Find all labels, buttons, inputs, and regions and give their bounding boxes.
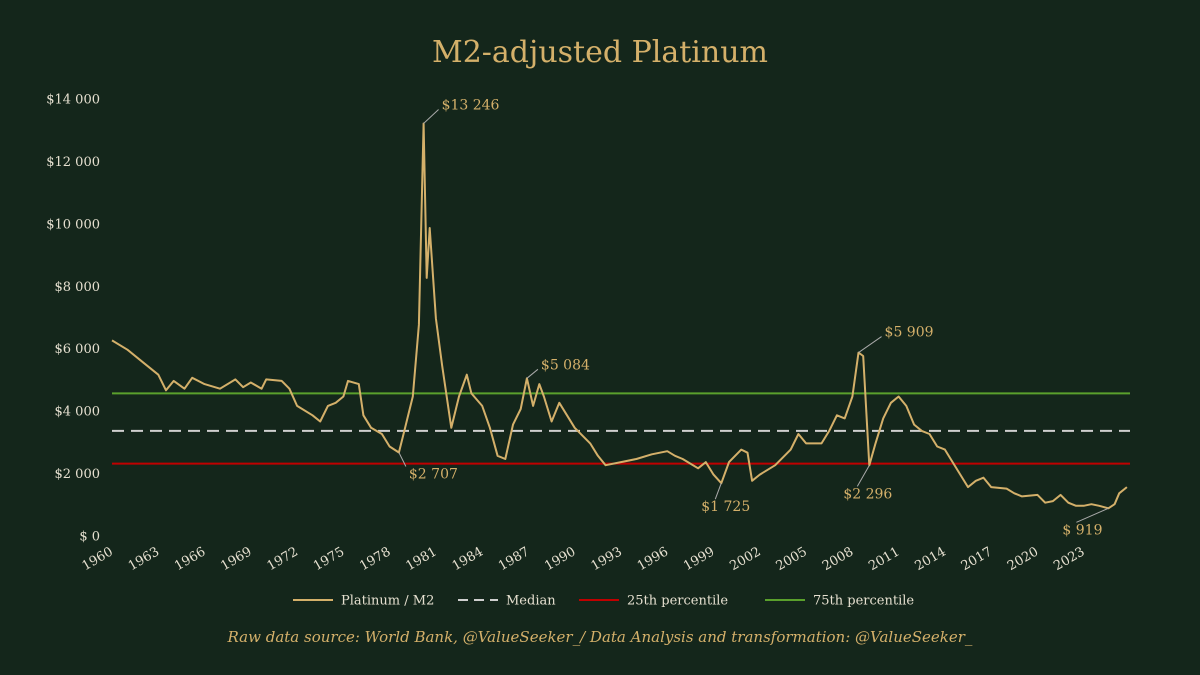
- annotation-label: $5 909: [885, 325, 934, 341]
- annotation-label: $2 296: [843, 486, 892, 502]
- y-tick-label: $10 000: [46, 217, 100, 232]
- annotation-leader: [856, 465, 870, 487]
- annotation-label: $2 707: [409, 467, 458, 483]
- y-tick-label: $14 000: [46, 93, 100, 108]
- annotation-label: $ 919: [1062, 522, 1102, 538]
- annotation-leader: [398, 452, 407, 467]
- annotation-leader: [526, 368, 539, 379]
- legend-label: 75th percentile: [813, 594, 914, 609]
- annotation-leader: [714, 482, 722, 500]
- source-note: Raw data source: World Bank, @ValueSeeke…: [227, 628, 973, 646]
- y-tick-label: $6 000: [55, 342, 101, 357]
- annotation-leader: [1076, 507, 1109, 523]
- annotation-label: $5 084: [541, 357, 590, 373]
- y-tick-label: $8 000: [55, 280, 101, 295]
- legend-label: Platinum / M2: [341, 594, 434, 609]
- legend-label: 25th percentile: [627, 594, 728, 609]
- legend-label: Median: [506, 594, 556, 609]
- y-tick-label: $4 000: [55, 405, 101, 420]
- y-tick-label: $2 000: [55, 467, 101, 482]
- chart-title: M2-adjusted Platinum: [432, 35, 768, 70]
- annotation-leader: [423, 109, 439, 124]
- annotation-label: $1 725: [701, 499, 750, 515]
- y-tick-label: $12 000: [46, 155, 100, 170]
- annotation-label: $13 246: [442, 98, 500, 114]
- y-tick-label: $ 0: [79, 530, 100, 545]
- series-line: [111, 122, 1128, 510]
- annotation-leader: [858, 336, 882, 353]
